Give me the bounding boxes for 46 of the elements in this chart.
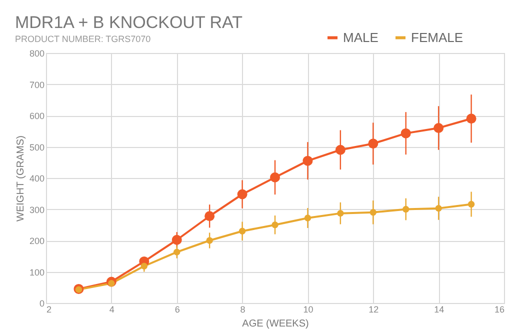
chart-subtitle: PRODUCT NUMBER: TGRS7070: [14, 34, 151, 44]
point: [466, 114, 476, 124]
point: [368, 138, 378, 149]
point: [402, 206, 410, 213]
point: [172, 234, 182, 245]
x-axis-title: AGE (WEEKS): [242, 318, 309, 330]
y-axis-title: WEIGHT (GRAMS): [15, 136, 26, 222]
point: [75, 286, 82, 293]
y-tick-label: 300: [29, 204, 44, 215]
x-tick-label: 4: [109, 304, 114, 314]
point: [434, 123, 444, 133]
point: [238, 228, 246, 234]
point: [337, 210, 344, 217]
point: [140, 262, 148, 270]
point: [272, 222, 278, 228]
y-tick-label: 500: [29, 142, 44, 152]
point: [335, 144, 346, 155]
x-tick-label: 10: [303, 304, 314, 314]
point: [206, 237, 213, 244]
legend-label: MALE: [343, 30, 379, 45]
y-tick-label: 600: [29, 111, 44, 121]
y-tick-label: 800: [29, 48, 44, 58]
x-tick-label: 12: [368, 304, 379, 314]
y-tick-label: 700: [29, 80, 44, 90]
x-tick-label: 6: [174, 304, 180, 314]
point: [468, 200, 475, 208]
point: [108, 280, 115, 287]
chart-title: MDR1A + B KNOCKOUT RAT: [14, 13, 242, 32]
point: [400, 128, 411, 138]
y-tick-label: 200: [29, 236, 44, 246]
x-tick-label: 14: [434, 304, 444, 314]
legend-label: FEMALE: [411, 30, 464, 45]
y-tick-label: 100: [29, 267, 44, 278]
point: [370, 209, 376, 216]
point: [304, 214, 312, 222]
x-tick-label: 8: [240, 304, 246, 314]
y-tick-label: 400: [29, 174, 44, 184]
point: [270, 172, 280, 182]
point: [204, 211, 215, 222]
point: [174, 248, 180, 256]
point: [435, 204, 442, 212]
x-tick-label: 2: [46, 304, 52, 314]
point: [302, 156, 313, 166]
point: [237, 189, 248, 200]
x-tick-label: 16: [494, 304, 504, 314]
y-tick-label: 0: [39, 298, 44, 308]
